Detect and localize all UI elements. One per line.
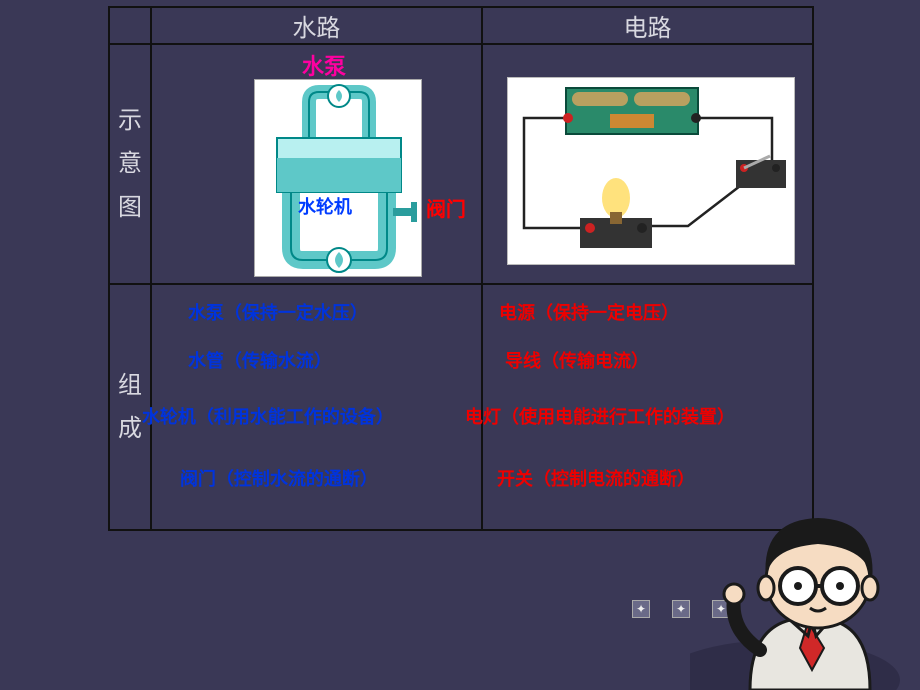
diagram-row: 示意图 水泵 bbox=[109, 44, 813, 284]
water-item-turbine: 水轮机（利用水能工作的设备） bbox=[142, 403, 394, 429]
circuit-diagram bbox=[507, 77, 795, 265]
cartoon-character bbox=[690, 480, 920, 690]
row-label-diagram: 示意图 bbox=[109, 44, 151, 284]
circuit-item-wire: 导线（传输电流） bbox=[505, 347, 649, 373]
header-water: 水路 bbox=[151, 7, 482, 44]
dot-icon: ✦ bbox=[632, 600, 650, 618]
pump-label: 水泵 bbox=[302, 49, 346, 81]
circuit-diagram-cell bbox=[482, 44, 813, 284]
comparison-table: 水路 电路 示意图 水泵 bbox=[108, 6, 814, 531]
header-row: 水路 电路 bbox=[109, 7, 813, 44]
circuit-item-switch: 开关（控制电流的通断） bbox=[497, 465, 695, 491]
valve-label: 阀门 bbox=[426, 193, 466, 222]
water-item-pipe: 水管（传输水流） bbox=[188, 347, 332, 373]
circuit-item-source: 电源（保持一定电压） bbox=[499, 299, 679, 325]
turbine-label: 水轮机 bbox=[298, 193, 352, 219]
water-item-pump: 水泵（保持一定水压） bbox=[188, 299, 368, 325]
circuit-item-lamp: 电灯（使用电能进行工作的装置） bbox=[465, 403, 735, 429]
water-diagram-cell: 水泵 bbox=[151, 44, 482, 284]
water-composition-cell: 水泵（保持一定水压） 水管（传输水流） 水轮机（利用水能工作的设备） 阀门（控制… bbox=[151, 284, 482, 530]
dot-icon: ✦ bbox=[672, 600, 690, 618]
water-item-valve: 阀门（控制水流的通断） bbox=[180, 465, 378, 491]
water-diagram bbox=[254, 79, 422, 277]
header-empty bbox=[109, 7, 151, 44]
header-circuit: 电路 bbox=[482, 7, 813, 44]
